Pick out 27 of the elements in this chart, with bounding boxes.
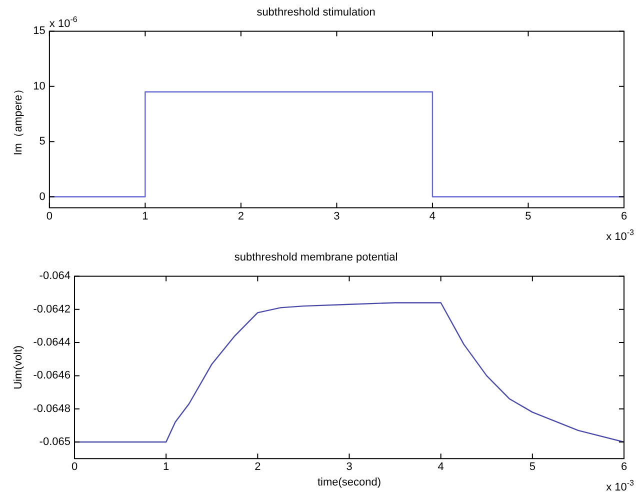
x-tick-label: 2: [254, 461, 261, 474]
y-axis-title: Uim(volt): [12, 345, 25, 390]
x-tick-label: 1: [163, 461, 170, 474]
y-tick-label: -0.0642: [33, 303, 71, 316]
y-tick-label: -0.0646: [33, 370, 71, 382]
y-tick-label: -0.0644: [33, 336, 71, 349]
y-tick-label: 5: [39, 136, 46, 148]
x-tick-label: 2: [238, 210, 244, 222]
x-tick-label: 5: [529, 461, 536, 474]
x-tick-label: 4: [438, 461, 444, 474]
x-tick-label: 1: [142, 210, 148, 222]
x-tick-label: 3: [346, 461, 352, 474]
x-tick-label: 5: [525, 210, 532, 222]
chart-title: subthreshold membrane potential: [234, 252, 398, 264]
x-tick-label: 6: [620, 210, 628, 222]
x-tick-label: 6: [620, 461, 628, 474]
x-tick-label: 4: [429, 210, 436, 222]
y-tick-label: -0.064: [39, 270, 71, 282]
chart-title: subthreshold stimulation: [256, 6, 376, 19]
y-tick-label: -0.065: [39, 436, 71, 448]
x-tick-label: 3: [334, 210, 340, 222]
x-axis-title: time(second): [317, 476, 382, 488]
y-axis-title: Im（ampere）: [12, 84, 25, 156]
y-tick-label: 15: [33, 25, 46, 38]
y-tick-label: 10: [33, 80, 46, 92]
y-tick-label: 0: [39, 190, 46, 203]
y-tick-label: -0.0648: [33, 402, 71, 415]
